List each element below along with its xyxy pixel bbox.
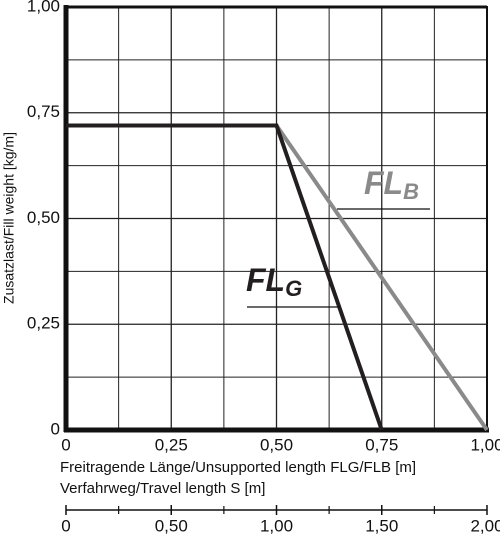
y-tick-label: 0,75 <box>27 102 60 121</box>
series-name-sub: B <box>403 179 419 204</box>
x-axis-label: Freitragende Länge/Unsupported length FL… <box>60 459 416 476</box>
x-tick-label: 1,00 <box>470 435 500 454</box>
x-tick-label: 0,25 <box>155 435 188 454</box>
x2-tick-label: 1,50 <box>365 516 398 535</box>
y-tick-label: 1,00 <box>27 0 60 15</box>
y-tick-label: 0 <box>51 419 60 438</box>
x-tick-label: 0,50 <box>260 435 293 454</box>
x-tick-label: 0 <box>61 435 70 454</box>
y-tick-label: 0,25 <box>27 314 60 333</box>
x2-tick-label: 1,00 <box>260 516 293 535</box>
series-name: FL <box>364 165 403 201</box>
y-tick-label: 0,50 <box>27 208 60 227</box>
series-line <box>66 123 384 431</box>
x2-axis-label: Verfahrweg/Travel length S [m] <box>60 480 265 497</box>
series-name: FL <box>246 262 285 298</box>
x2-tick-label: 2,00 <box>470 516 500 535</box>
x2-tick-label: 0,50 <box>155 516 188 535</box>
series-label: FLG <box>246 262 302 300</box>
series-name-sub: G <box>285 276 302 301</box>
y-axis-label: Zusatzlast/Fill weight [kg/m] <box>1 132 17 304</box>
x2-tick-label: 0 <box>61 516 70 535</box>
x-tick-label: 0,75 <box>365 435 398 454</box>
series-label: FLB <box>364 165 419 203</box>
